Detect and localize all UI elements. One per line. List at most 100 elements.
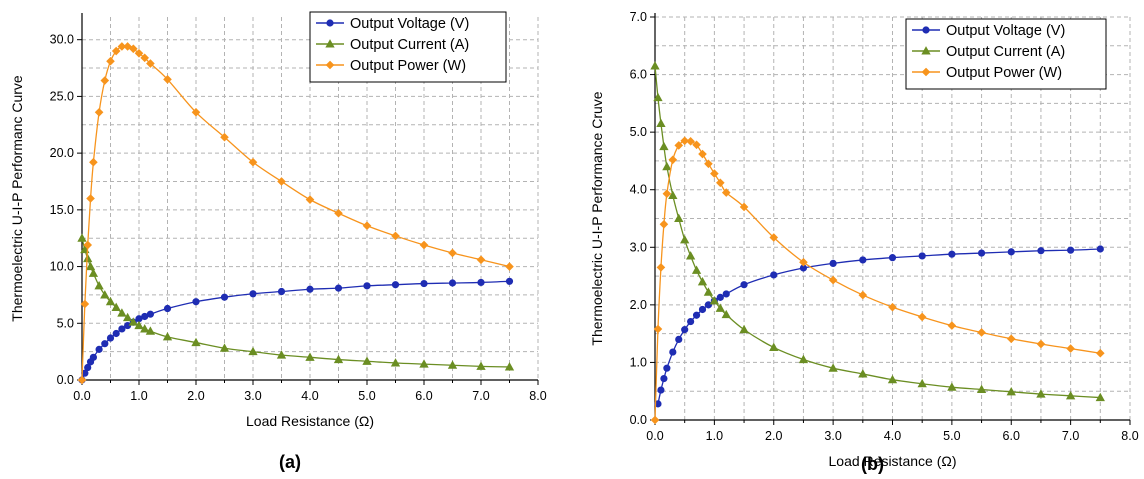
- data-point: [80, 244, 90, 254]
- data-point: [448, 279, 457, 287]
- data-point: [220, 132, 229, 142]
- legend: Output Voltage (V) Output Current (A) Outp…: [309, 11, 507, 83]
- data-point: [94, 107, 104, 117]
- y-axis-title: Thermoelectric U-I-P Performanc Curve: [9, 75, 25, 322]
- data-point: [191, 337, 201, 347]
- data-point: [703, 287, 714, 296]
- x-tick-label: 6.0: [415, 389, 432, 403]
- data-point: [419, 359, 429, 368]
- data-point: [680, 234, 690, 244]
- data-point: [668, 155, 678, 165]
- data-point: [305, 352, 315, 361]
- series-output-voltage-v: [654, 245, 1104, 408]
- data-point: [721, 188, 731, 197]
- data-point: [1006, 386, 1016, 396]
- data-point: [1037, 247, 1045, 255]
- data-point: [248, 346, 258, 356]
- data-point: [976, 384, 987, 394]
- data-point: [476, 361, 486, 370]
- x-tick-label: 4.0: [301, 389, 318, 403]
- data-point: [1096, 245, 1104, 253]
- data-point: [277, 287, 286, 296]
- x-tick-label: 0.0: [646, 429, 663, 443]
- data-point: [674, 213, 684, 223]
- data-point: [858, 369, 868, 378]
- x-tick-label: 8.0: [1121, 429, 1138, 443]
- data-point: [685, 251, 696, 260]
- y-tick-label: 4.0: [630, 183, 647, 197]
- data-point: [476, 255, 486, 265]
- y-tick-label: 5.0: [630, 125, 647, 139]
- y-tick-label: 25.0: [50, 89, 74, 103]
- data-point: [1096, 348, 1105, 358]
- data-point: [769, 233, 779, 242]
- data-point: [362, 221, 372, 231]
- x-tick-label: 2.0: [187, 389, 204, 403]
- data-point: [448, 248, 457, 258]
- data-point: [391, 281, 400, 289]
- data-point: [101, 340, 109, 348]
- data-point: [105, 296, 116, 306]
- series-output-power-w: [77, 42, 514, 385]
- x-tick-label: 8.0: [529, 389, 546, 403]
- legend-marker: [326, 19, 334, 27]
- data-point: [83, 240, 93, 250]
- data-point: [770, 271, 778, 279]
- series-output-current-a: [77, 233, 515, 371]
- data-point: [128, 44, 138, 54]
- chart-panel-a: 0.0 1.0 2.0 3.0 4.0 5.0 6.0 7.0 8.0 0.0 5.0 10.0 15.…: [9, 11, 547, 472]
- data-point: [163, 75, 172, 84]
- y-tick-label: 20.0: [50, 146, 74, 160]
- data-point: [674, 141, 684, 150]
- data-point: [722, 290, 730, 298]
- data-point: [716, 293, 724, 301]
- data-point: [117, 308, 127, 317]
- data-point: [100, 76, 110, 85]
- data-point: [859, 256, 867, 264]
- data-point: [94, 281, 104, 290]
- data-point: [333, 354, 344, 364]
- data-point: [657, 386, 665, 394]
- data-point: [305, 195, 315, 204]
- y-tick-label: 3.0: [630, 240, 647, 254]
- data-point: [140, 53, 150, 63]
- data-point: [84, 363, 92, 372]
- data-point: [505, 277, 514, 285]
- data-point: [145, 326, 156, 335]
- data-point: [887, 374, 898, 384]
- data-point: [977, 249, 986, 257]
- data-point: [77, 375, 87, 385]
- data-point: [85, 261, 96, 271]
- data-point: [710, 169, 719, 178]
- data-point: [798, 354, 809, 364]
- data-point: [122, 312, 133, 322]
- x-tick-label: 5.0: [943, 429, 960, 443]
- legend: Output Voltage (V) Output Current (A) Outp…: [905, 18, 1107, 90]
- data-point: [662, 161, 672, 171]
- data-point: [86, 194, 95, 203]
- y-tick-label: 7.0: [630, 10, 647, 24]
- data-point: [659, 219, 669, 229]
- data-point: [698, 305, 707, 314]
- data-point: [704, 159, 713, 169]
- data-point: [192, 298, 200, 306]
- legend-label: Output Current (A): [946, 44, 1065, 60]
- data-point: [1036, 339, 1046, 349]
- x-axis-title: Load Resistance (Ω): [246, 413, 374, 429]
- data-point: [95, 345, 103, 353]
- data-point: [118, 325, 126, 333]
- data-point: [106, 56, 115, 66]
- data-point: [363, 282, 371, 290]
- data-point: [947, 382, 957, 391]
- x-tick-label: 3.0: [244, 389, 261, 403]
- data-point: [419, 240, 429, 250]
- data-point: [191, 107, 201, 117]
- data-point: [799, 257, 808, 267]
- panel-label: (a): [279, 452, 301, 472]
- data-point: [692, 140, 701, 150]
- data-point: [888, 254, 897, 262]
- x-axis-title: Load Resistance (Ω): [829, 453, 957, 469]
- data-point: [111, 302, 121, 311]
- data-point: [1066, 344, 1075, 353]
- data-point: [362, 356, 372, 365]
